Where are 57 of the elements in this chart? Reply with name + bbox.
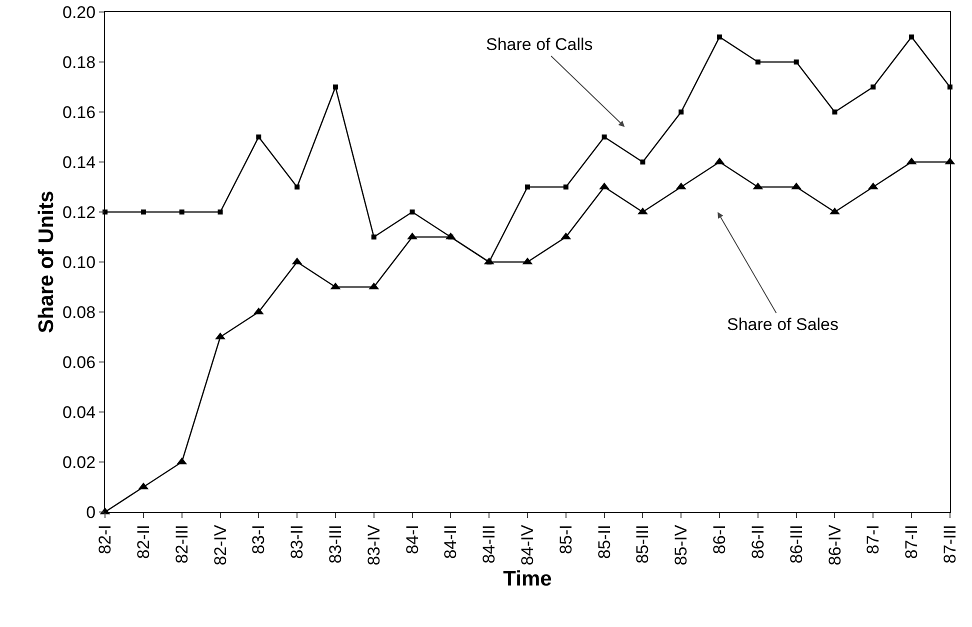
y-tick-label: 0.04 [62,402,96,422]
x-tick-label: 83-I [249,524,268,554]
x-tick-label: 84-IV [518,524,538,566]
x-tick-label: 82-II [134,524,153,559]
x-tick-label: 85-III [633,524,652,564]
x-tick-label: 85-I [556,524,576,554]
point [294,184,300,190]
point [717,34,722,40]
point [832,110,838,114]
x-tick-label: 82-I [96,524,115,554]
y-tick-label: 0.10 [62,252,96,272]
x-tick-label: 85-II [594,524,614,559]
point [640,160,646,164]
x-tick-label: 86-III [786,524,806,564]
point [909,34,914,40]
annotation: Share of Calls [486,35,593,54]
x-tick-label: 84-I [402,524,422,554]
point [256,134,262,140]
x-tick-label: 82-III [172,524,192,564]
x-tick-label: 87-II [902,524,922,559]
x-tick-label: 87-I [864,524,883,554]
point [525,184,530,190]
y-axis-title: Share of Units [35,190,58,334]
y-tick-label: 0.20 [62,2,96,22]
y-tick-label: 0 [86,502,96,522]
x-tick-label: 83-III [326,524,345,564]
y-tick-label: 0.08 [62,302,96,322]
y-tick-label: 0.12 [62,202,96,222]
point [371,234,376,240]
point [179,210,184,214]
point [794,60,799,64]
point [602,134,607,140]
x-tick-label: 84-III [480,524,499,564]
x-tick-label: 83-II [288,524,307,559]
y-tick-label: 0.02 [62,452,96,472]
point [332,84,338,90]
point [218,210,223,214]
x-tick-label: 82-IV [210,524,230,566]
x-tick-label: 86-I [710,524,730,554]
point [870,84,876,90]
x-axis-title: Time [503,567,552,590]
x-tick-label: 85-IV [672,524,691,566]
point [678,110,684,114]
x-tick-label: 86-IV [825,524,844,566]
y-tick-label: 0.18 [62,52,96,72]
point [755,60,760,64]
x-tick-label: 84-II [441,524,460,559]
annotation: Share of Sales [727,315,839,334]
point [140,210,146,214]
x-tick-label: 87-III [940,524,960,564]
y-tick-label: 0.14 [62,152,96,172]
y-tick-label: 0.06 [62,352,96,372]
point [563,184,568,190]
y-tick-label: 0.16 [62,102,96,122]
x-tick-label: 86-II [748,524,768,559]
point [410,210,415,214]
x-tick-label: 83-IV [364,524,384,566]
